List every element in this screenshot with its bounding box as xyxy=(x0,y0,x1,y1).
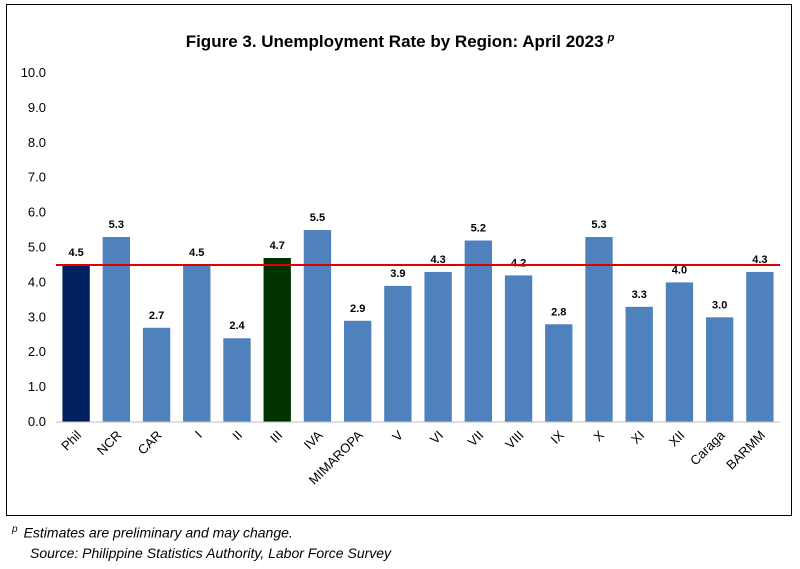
data-label: 3.3 xyxy=(632,289,647,301)
y-tick-label: 8.0 xyxy=(28,135,46,150)
x-tick-label: BARMM xyxy=(723,428,768,473)
data-label: 2.4 xyxy=(229,320,245,332)
y-tick-label: 7.0 xyxy=(28,170,46,185)
x-tick-label: VIII xyxy=(502,428,526,452)
data-labels: 4.5 5.3 2.7 4.5 2.4 4.7 5.5 2.9 3.9 4.3 5.2 4.2 2.8 5… xyxy=(68,212,767,332)
y-axis: 0.0 1.0 2.0 3.0 4.0 5.0 6.0 7.0 8.0 9.0 10.0 xyxy=(21,65,46,429)
chart-title-superscript: p xyxy=(607,32,615,44)
x-tick-label: NCR xyxy=(94,428,125,459)
bar-iva xyxy=(303,230,332,422)
bar-xii xyxy=(665,282,694,422)
chart-title-text: Figure 3. Unemployment Rate by Region: A… xyxy=(186,32,604,51)
x-tick-label: IVA xyxy=(301,427,326,452)
bar-car xyxy=(142,327,171,422)
chart-frame xyxy=(6,4,792,516)
x-tick-label: VI xyxy=(427,428,446,447)
x-tick-label: VII xyxy=(465,428,487,450)
bar-phil xyxy=(62,264,90,422)
footnote-marker: p xyxy=(12,524,18,535)
x-tick-label: XI xyxy=(628,428,647,447)
y-tick-label: 3.0 xyxy=(28,309,46,324)
y-tick-label: 5.0 xyxy=(28,240,46,255)
x-tick-label: II xyxy=(229,428,245,444)
bar-xi xyxy=(625,306,653,422)
bar-barmm xyxy=(746,271,774,422)
data-label: 2.8 xyxy=(551,306,566,318)
x-tick-label: X xyxy=(590,427,607,444)
bar-viii xyxy=(504,275,533,422)
y-tick-label: 2.0 xyxy=(28,344,46,359)
bar-ii xyxy=(223,338,251,422)
data-label: 4.7 xyxy=(270,240,285,252)
bar-ncr xyxy=(102,237,131,422)
y-tick-label: 1.0 xyxy=(28,379,46,394)
data-label: 4.3 xyxy=(752,254,767,266)
bar-caraga xyxy=(705,317,734,422)
bar-iii xyxy=(263,257,291,422)
data-label: 4.3 xyxy=(430,254,445,266)
data-label: 5.3 xyxy=(591,219,606,231)
y-tick-label: 9.0 xyxy=(28,100,46,115)
data-label: 4.5 xyxy=(68,247,83,259)
data-label: 5.5 xyxy=(310,212,325,224)
x-tick-label: IX xyxy=(548,427,568,447)
footnote-note: p Estimates are preliminary and may chang… xyxy=(12,520,391,543)
x-tick-label: Phil xyxy=(58,427,84,453)
x-tick-label: CAR xyxy=(135,428,165,458)
unemployment-bar-chart: Figure 3. Unemployment Rate by Region: A… xyxy=(21,32,780,488)
chart-title: Figure 3. Unemployment Rate by Region: A… xyxy=(186,32,615,51)
data-label: 3.0 xyxy=(712,299,727,311)
data-label: 4.2 xyxy=(511,257,526,269)
y-tick-label: 6.0 xyxy=(28,205,46,220)
bar-ix xyxy=(545,324,573,422)
y-tick-label: 10.0 xyxy=(21,65,46,80)
x-tick-label: III xyxy=(267,428,285,446)
bar-i xyxy=(183,264,211,422)
footnote: p Estimates are preliminary and may chang… xyxy=(12,520,391,563)
x-tick-label: I xyxy=(192,428,205,441)
footnote-text: Estimates are preliminary and may change… xyxy=(23,524,293,541)
bar-vii xyxy=(464,240,493,422)
x-tick-label: V xyxy=(389,427,406,444)
footnote-source: Source: Philippine Statistics Authority,… xyxy=(30,544,392,561)
bar-mimaropa xyxy=(343,320,372,422)
data-label: 4.5 xyxy=(189,247,204,259)
bars xyxy=(62,230,774,422)
data-label: 2.7 xyxy=(149,310,164,322)
y-tick-label: 4.0 xyxy=(28,274,46,289)
data-label: 4.0 xyxy=(672,264,687,276)
data-label: 5.3 xyxy=(109,219,124,231)
y-tick-label: 0.0 xyxy=(28,414,46,429)
x-tick-label: XII xyxy=(666,428,688,450)
bar-x xyxy=(585,237,613,422)
data-label: 3.9 xyxy=(390,268,405,280)
bar-v xyxy=(384,285,412,422)
bar-vi xyxy=(424,271,452,422)
data-label: 2.9 xyxy=(350,303,365,315)
data-label: 5.2 xyxy=(471,223,486,235)
